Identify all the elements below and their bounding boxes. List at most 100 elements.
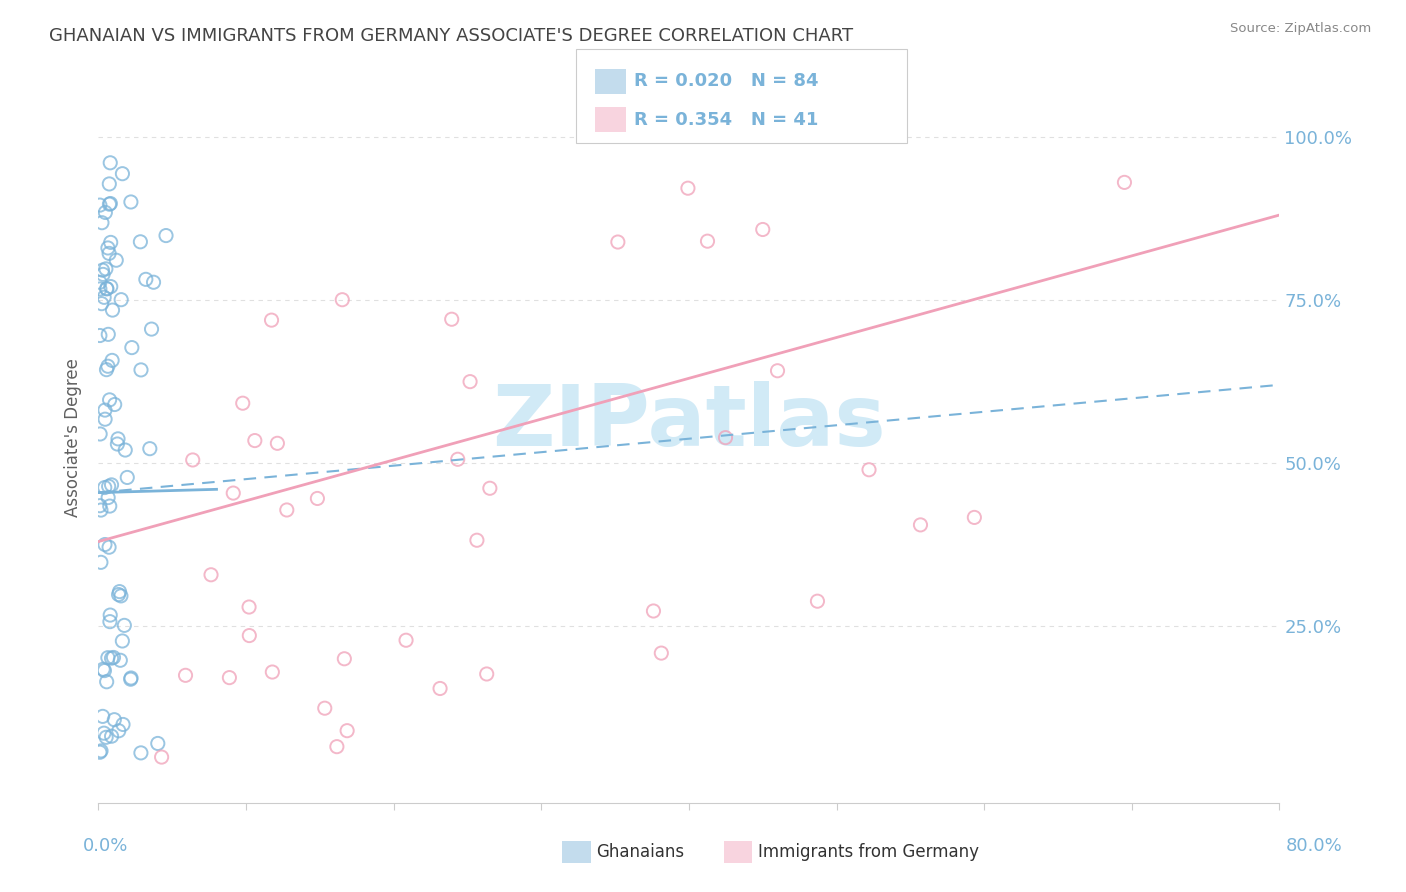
Point: [98, 499, 121, 513]
Point: [100, 235, 122, 250]
Point: [129, 235, 152, 249]
Point: [120, 194, 142, 209]
Point: [100, 651, 122, 665]
Point: [606, 235, 628, 249]
Point: [96, 674, 118, 689]
Point: [478, 481, 501, 495]
Point: [104, 397, 127, 411]
Point: [89, 328, 111, 343]
Point: [107, 588, 129, 602]
Point: [475, 667, 498, 681]
Point: [141, 322, 163, 336]
Point: [101, 353, 124, 368]
Point: [458, 375, 481, 389]
Point: [89, 282, 111, 296]
Point: [243, 434, 266, 448]
Point: [326, 739, 349, 754]
Text: Source: ZipAtlas.com: Source: ZipAtlas.com: [1230, 22, 1371, 36]
Point: [120, 672, 142, 686]
Point: [90, 296, 112, 310]
Point: [260, 313, 283, 327]
Point: [96, 362, 118, 376]
Point: [91, 268, 114, 282]
Point: [98, 392, 121, 407]
Point: [96, 282, 118, 296]
Point: [714, 431, 737, 445]
Point: [121, 341, 143, 355]
Point: [117, 470, 139, 484]
Point: [139, 442, 162, 456]
Point: [94, 403, 117, 417]
Point: [858, 463, 880, 477]
Point: [103, 713, 125, 727]
Point: [676, 181, 699, 195]
Point: [218, 671, 240, 685]
Point: [91, 263, 114, 277]
Point: [333, 652, 356, 666]
Point: [94, 261, 117, 276]
Point: [97, 241, 120, 255]
Point: [150, 750, 173, 764]
Point: [266, 436, 288, 450]
Point: [89, 427, 111, 442]
Point: [120, 671, 142, 685]
Point: [91, 662, 114, 676]
Point: [330, 293, 353, 307]
Point: [1114, 175, 1136, 189]
Point: [238, 629, 260, 643]
Point: [111, 634, 134, 648]
Point: [103, 650, 125, 665]
Point: [91, 709, 114, 723]
Text: ZIPatlas: ZIPatlas: [492, 381, 886, 464]
Point: [222, 486, 245, 500]
Point: [910, 517, 932, 532]
Point: [93, 726, 115, 740]
Point: [94, 412, 117, 426]
Point: [100, 729, 122, 743]
Point: [752, 222, 775, 236]
Point: [96, 282, 118, 296]
Point: [232, 396, 254, 410]
Point: [98, 608, 121, 623]
Point: [94, 205, 117, 219]
Point: [90, 503, 112, 517]
Text: R = 0.020   N = 84: R = 0.020 N = 84: [634, 72, 818, 90]
Text: Ghanaians: Ghanaians: [596, 843, 685, 861]
Point: [94, 731, 117, 745]
Point: [766, 364, 789, 378]
Point: [181, 453, 204, 467]
Point: [111, 167, 134, 181]
Text: 80.0%: 80.0%: [1286, 837, 1343, 855]
Point: [174, 668, 197, 682]
Point: [97, 491, 120, 505]
Point: [98, 177, 121, 191]
Point: [90, 555, 112, 569]
Point: [112, 618, 135, 632]
Point: [110, 293, 132, 307]
Point: [97, 479, 120, 493]
Point: [93, 290, 115, 304]
Point: [97, 327, 120, 342]
Point: [98, 615, 121, 629]
Point: [101, 303, 124, 318]
Point: [447, 452, 470, 467]
Point: [90, 744, 112, 758]
Point: [100, 478, 122, 492]
Point: [276, 503, 298, 517]
Point: [262, 665, 284, 679]
Point: [110, 589, 132, 603]
Point: [89, 198, 111, 212]
Point: [395, 633, 418, 648]
Point: [94, 481, 117, 495]
Point: [110, 653, 132, 667]
Point: [806, 594, 828, 608]
Point: [155, 228, 177, 243]
Text: R = 0.354   N = 41: R = 0.354 N = 41: [634, 111, 818, 128]
Y-axis label: Associate's Degree: Associate's Degree: [65, 358, 83, 516]
Point: [238, 600, 260, 615]
Point: [98, 155, 121, 169]
Point: [105, 253, 128, 268]
Point: [307, 491, 329, 506]
Text: 0.0%: 0.0%: [83, 837, 128, 855]
Text: GHANAIAN VS IMMIGRANTS FROM GERMANY ASSOCIATE'S DEGREE CORRELATION CHART: GHANAIAN VS IMMIGRANTS FROM GERMANY ASSO…: [49, 27, 853, 45]
